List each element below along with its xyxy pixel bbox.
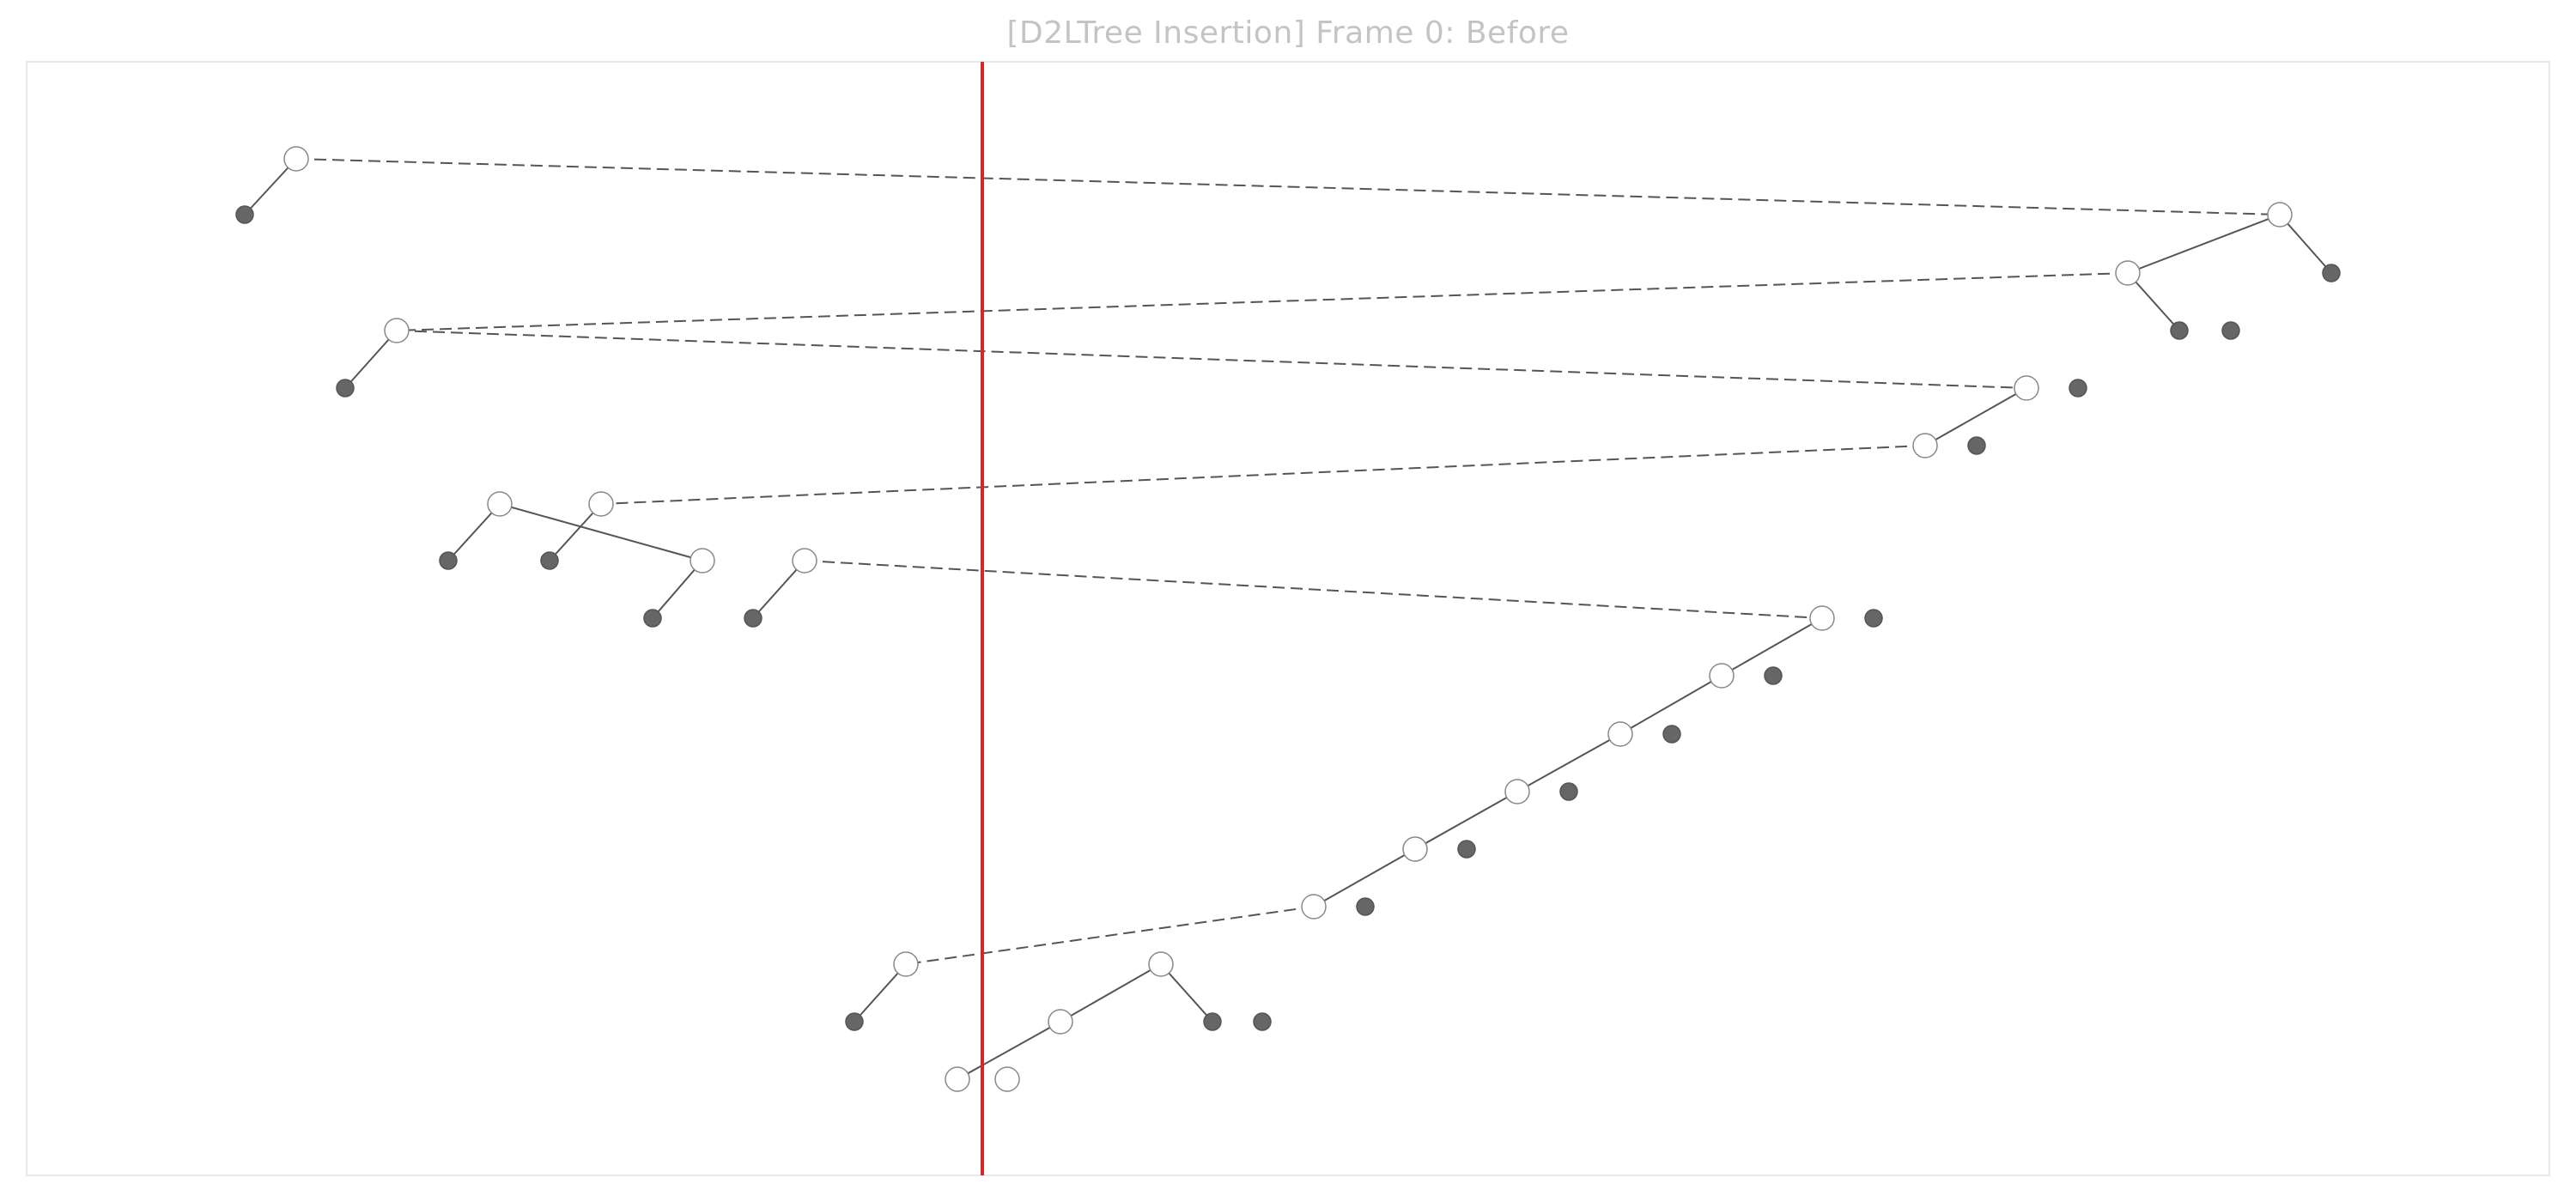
internal-node-n10 [690,548,715,574]
tree-edge-n11-l12 [752,560,805,619]
tree-edge-n2-n3 [2127,214,2281,274]
internal-node-n21 [945,1066,970,1092]
internal-node-n12 [1809,605,1835,631]
tree-edge-n3-n4 [396,272,2129,331]
tree-edge-n7-l8 [549,503,602,562]
leaf-node-l4 [2221,321,2240,340]
tree-edge-n8-n10 [499,503,703,562]
leaf-node-l6 [2069,379,2087,398]
nodes-layer [235,146,2341,1092]
leaf-node-l14 [1764,666,1783,685]
leaf-node-l20 [1203,1012,1222,1031]
tree-edge-n4-l5 [344,330,398,389]
tree-edge-n19-l20 [1160,963,1213,1023]
internal-node-n13 [1709,663,1735,689]
internal-node-n15 [1504,779,1530,804]
tree-edge-n10-l11 [652,560,703,619]
tree-edge-n5-n6 [1924,387,2027,446]
leaf-node-l15 [1662,725,1681,744]
leaf-node-l21 [1253,1012,1272,1031]
leaf-node-l9 [439,551,458,570]
leaf-node-l3 [2170,321,2189,340]
leaf-node-l18 [1356,897,1375,916]
tree-edge-n15-n16 [1414,791,1518,850]
internal-node-n16 [1402,836,1428,862]
tree-edge-n8-l9 [447,503,501,562]
internal-node-n20 [1048,1009,1073,1035]
tree-edge-n2-l2 [2279,214,2332,274]
plot-frame [26,61,2550,1176]
internal-node-n6 [1912,433,1938,458]
tree-edge-n19-n20 [1060,963,1162,1023]
tree-edge-n17-n18 [905,906,1315,965]
leaf-node-l12 [744,609,762,628]
internal-node-n11 [792,548,817,574]
leaf-node-l19 [845,1012,864,1031]
leaf-node-l1 [235,205,254,224]
tree-edge-n1-n2 [295,158,2281,216]
tree-edge-n12-n13 [1721,617,1823,677]
tree-edge-n13-n14 [1619,675,1722,735]
tree-edge-n14-n15 [1516,733,1621,792]
tree-edge-n11-n12 [804,560,1823,619]
internal-node-n19 [1148,951,1174,977]
leaf-node-l2 [2322,264,2341,282]
internal-node-n4 [384,318,410,343]
leaf-node-l16 [1559,782,1578,801]
tree-edge-n16-n17 [1313,848,1416,908]
tree-edge-n6-n7 [600,445,1926,505]
internal-node-n5 [2014,375,2039,401]
leaf-node-l7 [1967,436,1986,455]
diagram-title: [D2LTree Insertion] Frame 0: Before [1006,15,1570,51]
internal-node-n8 [487,491,513,517]
leaf-node-l5 [336,379,355,398]
edges-layer [244,158,2332,1080]
internal-node-n3 [2115,260,2141,286]
internal-node-n17 [1301,894,1327,920]
tree-edge-n18-l19 [854,963,907,1023]
leaf-node-l8 [540,551,559,570]
tree-edge-n3-l3 [2127,272,2180,331]
internal-node-n7 [588,491,614,517]
internal-node-n1 [283,146,309,172]
leaf-node-l13 [1864,609,1883,628]
tree-edge-n20-n21 [957,1021,1061,1080]
tree-edge-n4-n5 [396,330,2027,389]
leaf-node-l11 [643,609,662,628]
internal-node-n14 [1607,721,1633,747]
internal-node-n18 [893,951,919,977]
leaf-node-l17 [1457,840,1476,859]
internal-node-n2 [2267,202,2293,228]
internal-node-n22 [994,1066,1020,1092]
